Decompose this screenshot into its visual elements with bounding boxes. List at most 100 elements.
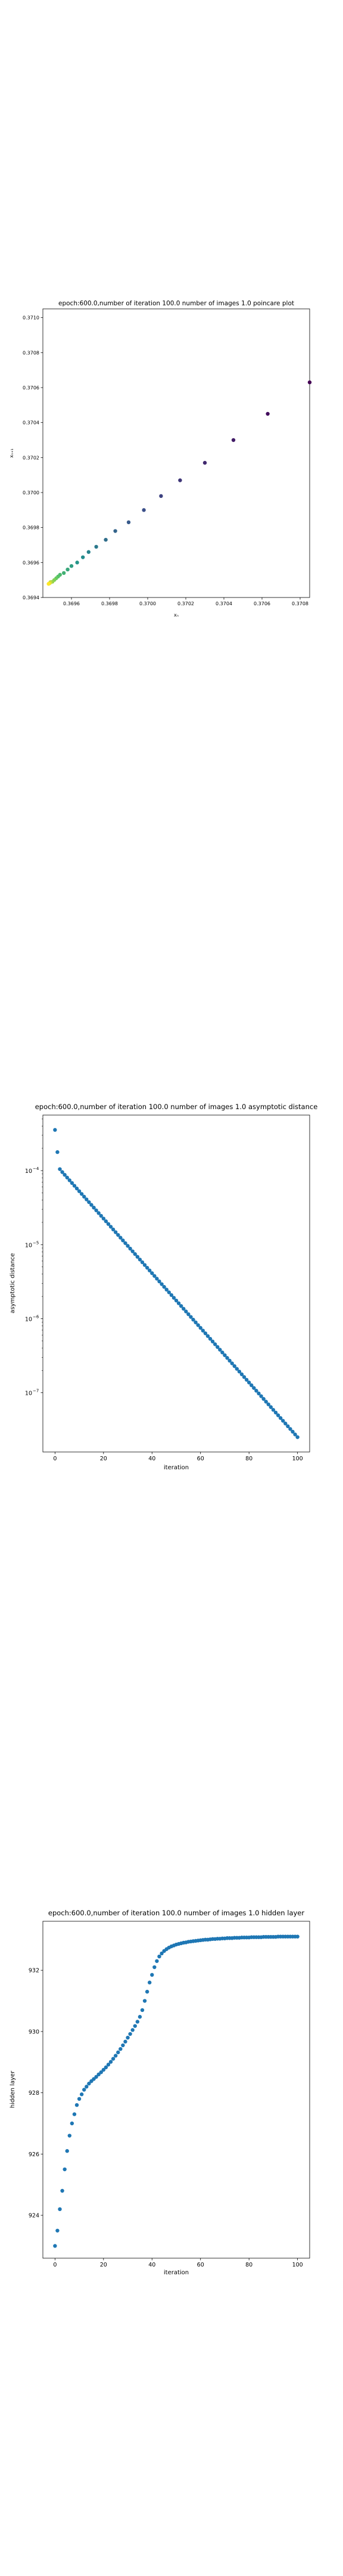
- data-point: [55, 2228, 60, 2233]
- x-tick-label: 0.3700: [139, 601, 156, 606]
- data-point: [77, 2097, 82, 2101]
- data-point: [128, 2032, 132, 2036]
- data-point: [239, 1372, 244, 1376]
- x-tick-label: 0.3704: [216, 601, 232, 606]
- data-point: [160, 1282, 164, 1286]
- data-point: [152, 1274, 157, 1278]
- data-point: [113, 529, 117, 533]
- y-tick-label: 10: [25, 1391, 32, 1397]
- x-axis-label: iteration: [164, 1465, 189, 1471]
- data-point: [79, 2092, 84, 2097]
- data-point: [157, 1954, 161, 1959]
- data-point: [72, 2112, 77, 2116]
- data-point: [111, 1227, 116, 1232]
- data-point: [145, 1265, 149, 1270]
- y-tick-label: 932: [29, 1968, 39, 1974]
- plot-frame: [42, 308, 310, 598]
- data-point: [250, 1383, 254, 1388]
- data-point: [123, 2039, 127, 2044]
- data-point: [169, 1293, 174, 1298]
- data-point: [65, 2149, 69, 2153]
- x-tick-label: 0.3696: [63, 601, 80, 606]
- data-point: [152, 1965, 157, 1970]
- data-point: [87, 2082, 91, 2086]
- data-point: [293, 1432, 297, 1436]
- data-point: [126, 2035, 130, 2040]
- data-point: [55, 1150, 60, 1154]
- y-axis-label: hidden layer: [10, 2070, 16, 2108]
- x-tick-label: 0.3698: [101, 601, 118, 606]
- data-point: [205, 1334, 210, 1338]
- data-point: [81, 555, 85, 559]
- data-point: [138, 1258, 142, 1262]
- y-tick-label: 0.3698: [23, 525, 39, 531]
- y-tick-label: 10: [25, 1242, 32, 1249]
- data-point: [244, 1377, 249, 1382]
- x-axis-label: iteration: [164, 2270, 189, 2276]
- data-point: [94, 1208, 98, 1212]
- data-point: [119, 2046, 123, 2051]
- data-point: [295, 1435, 300, 1439]
- data-point: [86, 550, 91, 554]
- x-tick-label: 40: [148, 2262, 155, 2268]
- data-point: [60, 2188, 64, 2193]
- data-point: [202, 460, 207, 465]
- y-tick-label: 924: [29, 2213, 39, 2219]
- data-point: [191, 1317, 195, 1322]
- data-point: [142, 1263, 147, 1267]
- data-point: [257, 1391, 261, 1396]
- data-point: [74, 2103, 79, 2107]
- data-point: [176, 1301, 181, 1305]
- x-tick-label: 80: [245, 1456, 252, 1462]
- data-point: [142, 1999, 147, 2003]
- x-axis-label: xₙ: [174, 612, 179, 618]
- data-point: [99, 1213, 103, 1218]
- y-tick-exponent: −4: [33, 1166, 39, 1171]
- data-point: [92, 1205, 96, 1210]
- y-tick-label: 930: [29, 2029, 39, 2035]
- data-point: [148, 1980, 152, 1984]
- data-point: [150, 1271, 154, 1275]
- data-point: [307, 380, 312, 385]
- data-point: [142, 508, 146, 512]
- data-point: [82, 1194, 86, 1199]
- hidden-layer-chart: epoch:600.0,number of iteration 100.0 nu…: [10, 1909, 310, 2276]
- y-tick-label: 0.3704: [23, 420, 39, 426]
- data-point: [108, 1225, 113, 1229]
- data-point: [106, 2063, 111, 2067]
- y-axis-label: asymptotic distance: [10, 1253, 16, 1313]
- y-tick-label: 0.3710: [23, 315, 39, 321]
- data-point: [89, 1203, 93, 1207]
- data-point: [213, 1342, 217, 1346]
- data-point: [66, 567, 70, 572]
- data-point: [291, 1429, 295, 1434]
- data-point: [126, 520, 131, 525]
- data-point: [140, 1260, 145, 1265]
- data-point: [135, 1255, 140, 1259]
- data-point: [72, 1184, 77, 1188]
- x-tick-label: 0.3708: [292, 601, 308, 606]
- data-point: [189, 1315, 193, 1319]
- data-point: [104, 2065, 108, 2070]
- chart-title: epoch:600.0,number of iteration 100.0 nu…: [35, 1103, 318, 1111]
- data-point: [116, 2050, 120, 2055]
- data-point: [210, 1339, 215, 1343]
- y-tick-exponent: −7: [33, 1389, 39, 1394]
- data-points: [53, 1128, 300, 1439]
- data-point: [75, 561, 79, 565]
- x-tick-label: 80: [245, 2262, 252, 2268]
- data-point: [116, 1233, 120, 1237]
- x-tick-label: 100: [292, 2262, 303, 2268]
- plot-frame: [42, 1921, 310, 2259]
- x-tick-label: 100: [292, 1456, 303, 1462]
- asymptotic-distance-chart: epoch:600.0,number of iteration 100.0 nu…: [10, 1103, 317, 1471]
- x-tick-label: 0.3706: [254, 601, 270, 606]
- x-tick-label: 40: [148, 1456, 155, 1462]
- data-point: [94, 2075, 98, 2079]
- data-point: [58, 2207, 62, 2212]
- chart-title: epoch:600.0,number of iteration 100.0 nu…: [48, 1909, 304, 1917]
- data-point: [70, 1181, 74, 1185]
- data-point: [232, 1364, 236, 1368]
- data-point: [203, 1331, 208, 1336]
